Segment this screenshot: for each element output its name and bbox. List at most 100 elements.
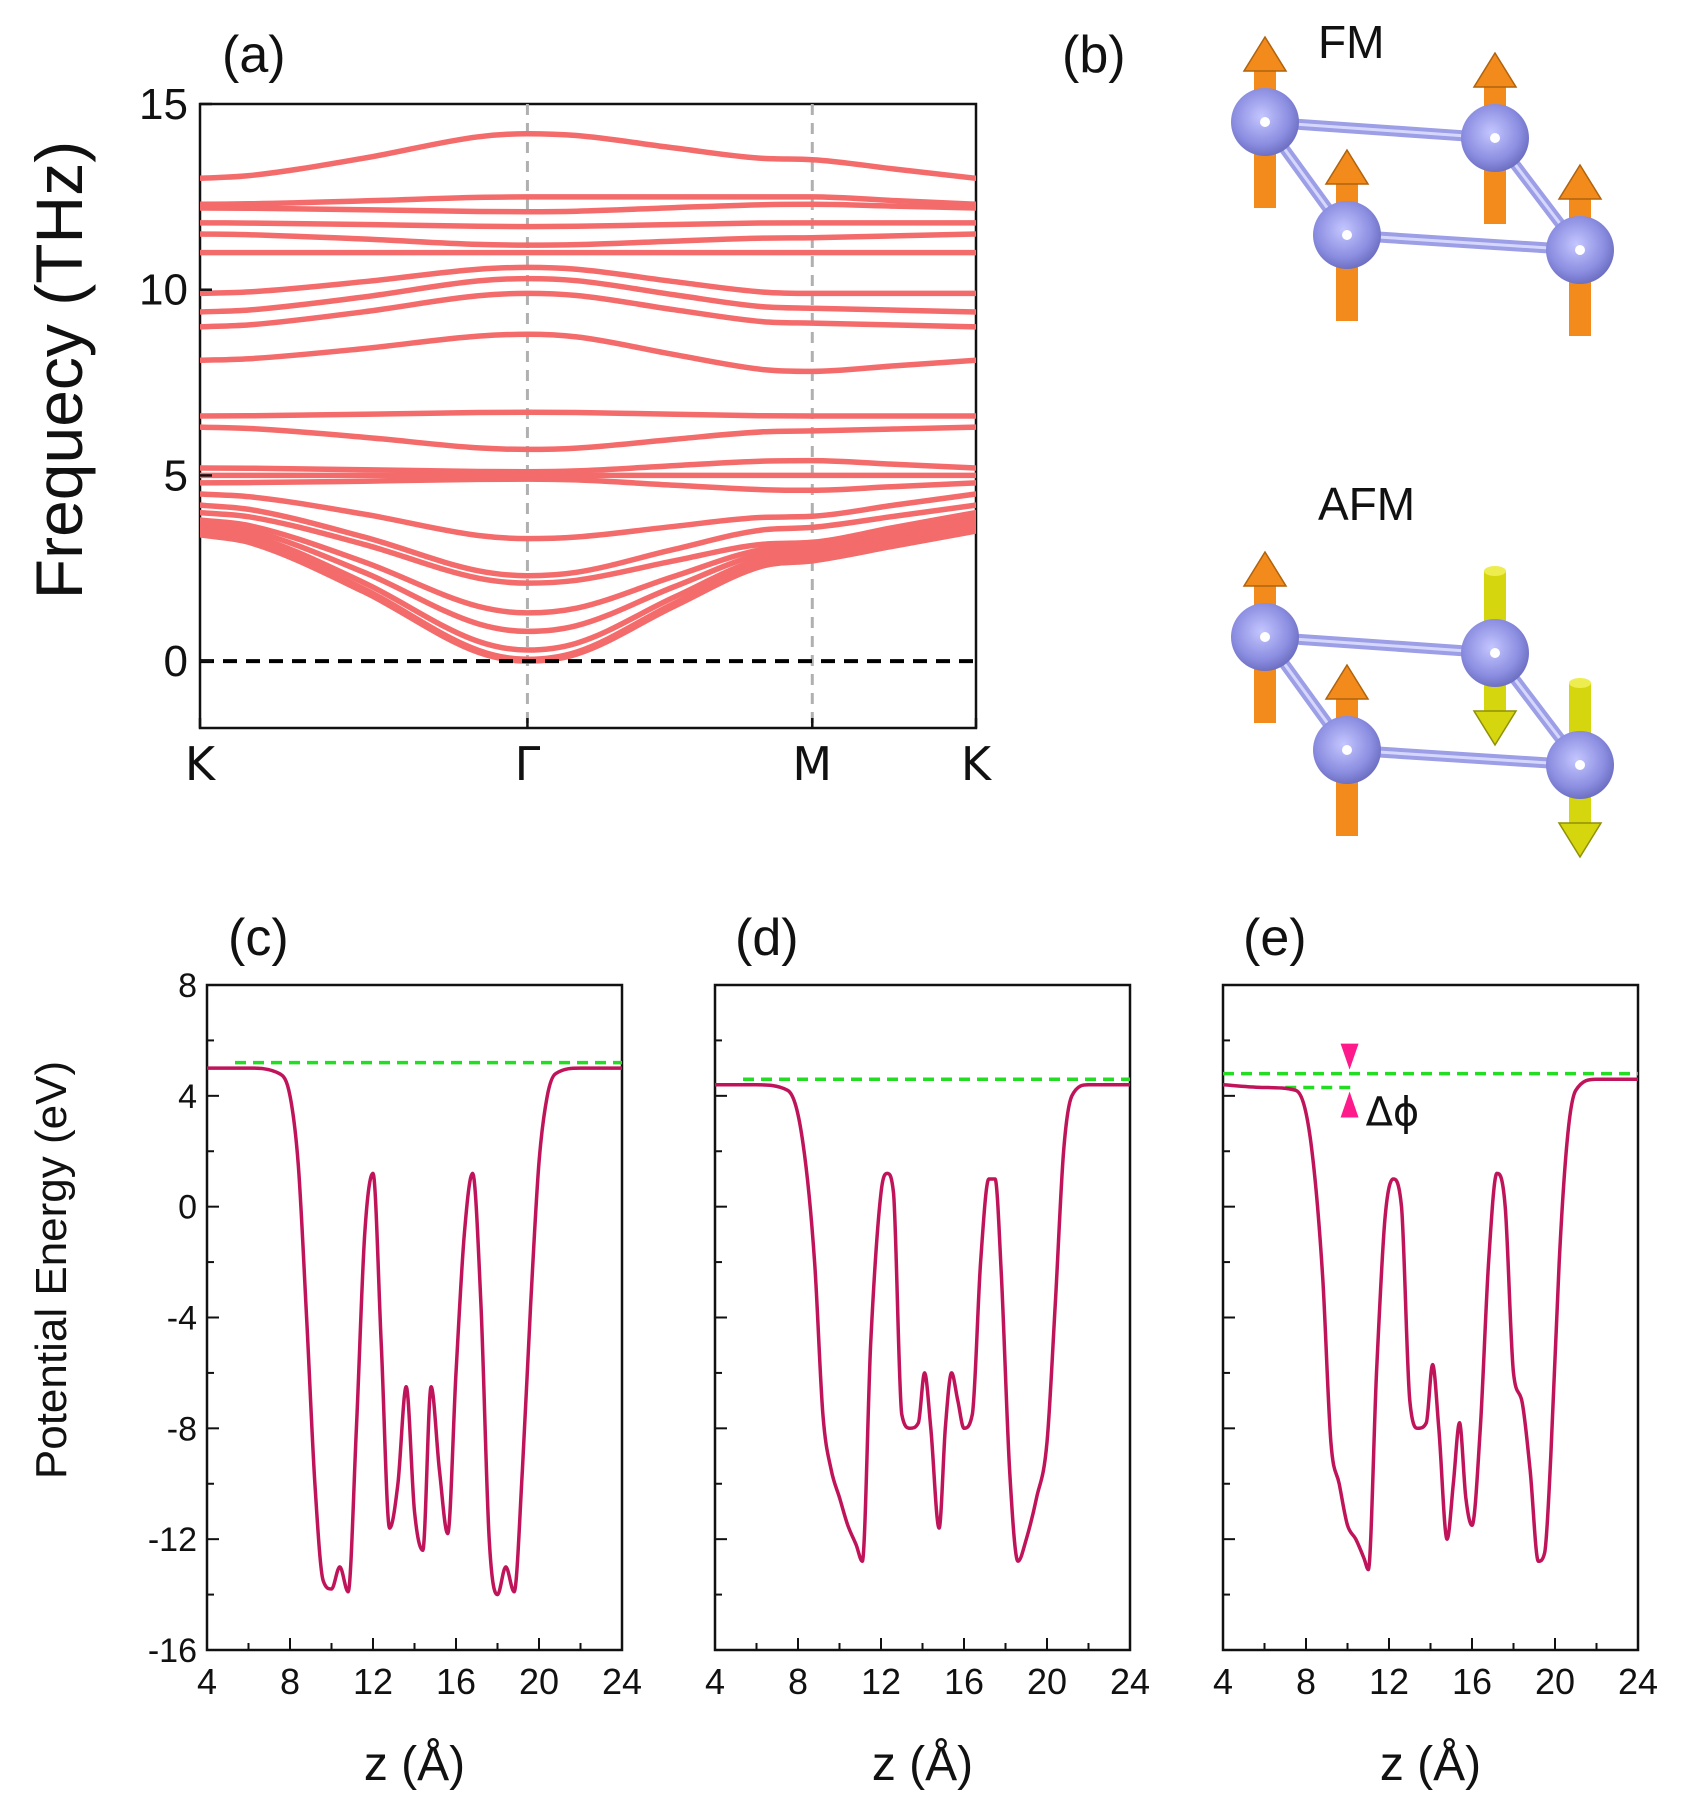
spin-up-arrow-head [1242, 35, 1288, 72]
potential-y-axis-title: Potential Energy (eV) [27, 1061, 76, 1479]
potential-frame [1221, 983, 1640, 1652]
x-tick-label: 16 [1452, 1661, 1492, 1702]
panel-label-a: (a) [222, 26, 286, 84]
x-tick-label: Γ [515, 737, 541, 791]
y-tick-label: -16 [148, 1632, 197, 1670]
panel-label-b: (b) [1062, 26, 1126, 84]
spin-down-arrow-head [1557, 822, 1603, 859]
phonon-y-axis-title: Frequecy (THz) [22, 141, 96, 599]
phonon-band [200, 331, 976, 375]
x-tick-label: 24 [1618, 1661, 1658, 1702]
panel-b: (b) FM AFM [1062, 16, 1614, 859]
bond-highlight [1264, 635, 1496, 655]
y-tick-label: -4 [167, 1300, 197, 1338]
fm-structure [1231, 35, 1614, 336]
spin-up-arrow-head [1324, 663, 1370, 700]
phonon-band [200, 201, 976, 215]
bond-highlight [1346, 748, 1581, 767]
phonon-band [200, 524, 976, 663]
x-tick-label: 8 [788, 1661, 808, 1702]
phonon-band [200, 457, 976, 475]
atom-highlight [1342, 745, 1352, 755]
x-tick-label: 16 [436, 1661, 476, 1702]
x-axis-title: z (Å) [364, 1738, 465, 1791]
phonon-band [200, 520, 976, 653]
phonon-band [200, 231, 976, 248]
x-tick-label: 4 [197, 1661, 217, 1702]
potential-frame [205, 983, 624, 1652]
atom-highlight [1575, 245, 1585, 255]
y-tick-label: 5 [164, 451, 188, 500]
potential-curve [715, 1083, 1130, 1564]
panel-c: (c) -16 -12 -8 -4 0 4 8 4 8 12 16 20 24 z (Å) Potenti… [27, 909, 642, 1791]
x-tick-label: 24 [602, 1661, 642, 1702]
phonon-band [200, 194, 976, 208]
potential-plot-d: 4 8 12 16 20 24 z (Å) [705, 983, 1150, 1791]
phonon-band [200, 290, 976, 330]
x-tick-label: 12 [1369, 1661, 1409, 1702]
panel-d: (d) 4 8 12 16 20 24 z (Å) [705, 909, 1150, 1791]
panel-label-d: (d) [735, 909, 799, 967]
afm-structure [1231, 550, 1614, 859]
spin-up-arrow-head [1242, 550, 1288, 587]
phonon-band [200, 424, 976, 453]
phonon-band [200, 409, 976, 419]
spin-up-arrow-head [1324, 148, 1370, 185]
y-tick-label: -8 [167, 1410, 197, 1448]
x-tick-label: K [961, 737, 993, 791]
panel-label-c: (c) [228, 909, 289, 967]
x-tick-label: 12 [353, 1661, 393, 1702]
atom-highlight [1575, 760, 1585, 770]
phonon-band [200, 476, 976, 494]
atom-highlight [1260, 117, 1270, 127]
y-tick-label: 0 [164, 637, 188, 686]
phonon-band [200, 130, 976, 182]
delta-phi-arrow-top [1340, 1043, 1359, 1070]
phonon-band [200, 502, 976, 579]
atom-highlight [1260, 632, 1270, 642]
panel-a: (a) Frequecy (THz) 0 5 10 15 K Γ M K [22, 26, 993, 791]
phonon-band [200, 275, 976, 315]
x-tick-label: 4 [1213, 1661, 1233, 1702]
potential-plot-e: 4 8 12 16 20 24 z (Å) Δϕ [1213, 983, 1658, 1791]
x-tick-label: 24 [1110, 1661, 1150, 1702]
atom-highlight [1490, 133, 1500, 143]
atom-highlight [1342, 230, 1352, 240]
y-tick-label: 15 [139, 80, 188, 129]
spin-down-arrow-head [1472, 710, 1518, 747]
x-tick-label: 8 [1296, 1661, 1316, 1702]
phonon-plot-area: 0 5 10 15 K Γ M K [139, 80, 993, 791]
x-tick-label: 20 [1027, 1661, 1067, 1702]
potential-plot-c: -16 -12 -8 -4 0 4 8 4 8 12 16 20 24 z (Å) [148, 967, 642, 1791]
bond-highlight [1264, 120, 1496, 140]
x-tick-label: K [185, 737, 217, 791]
y-tick-label: 4 [178, 1078, 197, 1116]
delta-phi-arrow-bottom [1340, 1091, 1359, 1118]
delta-phi-label: Δϕ [1366, 1090, 1420, 1136]
x-tick-label: M [792, 737, 832, 791]
phonon-band [200, 509, 976, 586]
atom-highlight [1490, 648, 1500, 658]
bond-highlight [1346, 233, 1581, 252]
phonon-band [200, 513, 976, 616]
y-tick-label: 8 [178, 967, 197, 1005]
panel-label-e: (e) [1243, 909, 1307, 967]
y-tick-label: -12 [148, 1521, 197, 1559]
phonon-bands [200, 130, 976, 664]
x-tick-label: 8 [280, 1661, 300, 1702]
y-tick-label: 0 [178, 1189, 197, 1227]
phonon-band [200, 491, 976, 542]
y-tick-label: 10 [139, 266, 188, 315]
x-axis-title: z (Å) [872, 1738, 973, 1791]
x-axis-title: z (Å) [1380, 1738, 1481, 1791]
x-tick-label: 20 [519, 1661, 559, 1702]
phonon-band [200, 517, 976, 635]
panel-e: (e) 4 8 12 16 20 24 z (Å) Δϕ [1213, 909, 1658, 1791]
spin-up-arrow-head [1472, 51, 1518, 88]
potential-curve [1222, 1077, 1638, 1572]
potential-curve [207, 1066, 623, 1597]
x-tick-label: 4 [705, 1661, 725, 1702]
x-tick-label: 16 [944, 1661, 984, 1702]
spin-down-arrow-cap [1484, 566, 1506, 576]
